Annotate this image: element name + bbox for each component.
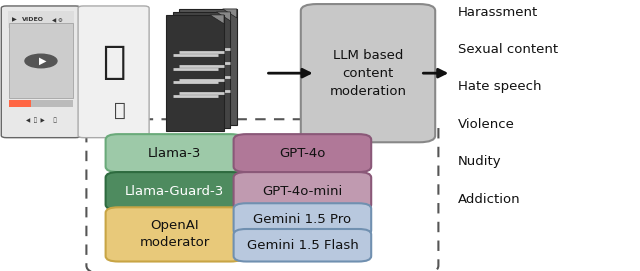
Text: Llama-Guard-3: Llama-Guard-3: [125, 185, 224, 198]
Text: LLM based
content
moderation: LLM based content moderation: [330, 49, 406, 98]
Bar: [166, 15, 224, 131]
FancyBboxPatch shape: [234, 172, 371, 210]
Text: GPT-4o-mini: GPT-4o-mini: [262, 185, 342, 198]
FancyBboxPatch shape: [106, 134, 243, 172]
FancyBboxPatch shape: [234, 134, 371, 172]
Text: ▶: ▶: [39, 56, 47, 66]
Text: GPT-4o: GPT-4o: [279, 147, 326, 160]
Text: ▶: ▶: [12, 17, 16, 22]
Text: Llama-3: Llama-3: [148, 147, 201, 160]
Text: Gemini 1.5 Flash: Gemini 1.5 Flash: [246, 239, 358, 252]
Text: VIDEO: VIDEO: [22, 17, 44, 22]
Bar: [173, 12, 230, 128]
Polygon shape: [216, 12, 230, 21]
Text: Hate speech: Hate speech: [458, 80, 541, 93]
FancyBboxPatch shape: [301, 4, 435, 142]
Text: Sexual content: Sexual content: [458, 43, 557, 56]
Text: ◀ ⚙: ◀ ⚙: [52, 17, 63, 22]
FancyBboxPatch shape: [78, 6, 149, 138]
Bar: [9, 100, 31, 107]
Text: Violence: Violence: [458, 118, 515, 131]
Bar: [9, 100, 73, 107]
FancyBboxPatch shape: [106, 172, 243, 210]
FancyBboxPatch shape: [234, 229, 371, 262]
Bar: [179, 9, 237, 125]
Text: Gemini 1.5 Pro: Gemini 1.5 Pro: [253, 213, 351, 226]
Text: 🧍: 🧍: [102, 43, 125, 81]
FancyBboxPatch shape: [1, 6, 81, 138]
Text: Harassment: Harassment: [458, 6, 538, 19]
Text: OpenAI
moderator: OpenAI moderator: [140, 220, 209, 249]
FancyBboxPatch shape: [106, 207, 243, 262]
FancyBboxPatch shape: [234, 203, 371, 236]
Text: ◀  ⏸  ▶     🔊: ◀ ⏸ ▶ 🔊: [26, 117, 56, 122]
Text: Nudity: Nudity: [458, 155, 501, 168]
Text: 🧎: 🧎: [114, 101, 126, 120]
Polygon shape: [210, 15, 224, 24]
Text: Addiction: Addiction: [458, 193, 520, 206]
FancyBboxPatch shape: [8, 11, 74, 28]
Polygon shape: [223, 9, 237, 18]
Bar: [9, 23, 73, 98]
Circle shape: [25, 54, 57, 68]
